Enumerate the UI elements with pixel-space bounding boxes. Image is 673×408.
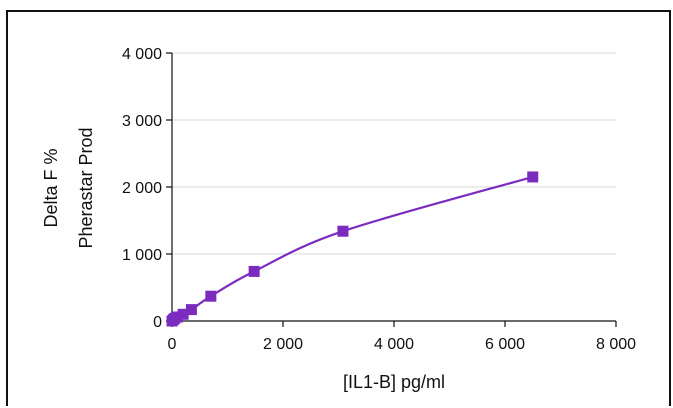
data-point-5 (185, 304, 197, 316)
x-axis-label: [IL1-B] pg/ml (343, 372, 445, 392)
data-points (166, 171, 539, 327)
data-point-7 (248, 265, 260, 277)
y-tick-label-4: 4 000 (122, 46, 162, 63)
data-point-3 (172, 311, 184, 323)
y-tick-label-3: 3 000 (122, 113, 162, 130)
data-point-4 (177, 308, 189, 320)
x-tick-label-3: 6 000 (485, 336, 525, 353)
y-tick-label-0: 0 (153, 314, 162, 331)
data-point-6 (205, 290, 217, 302)
grid (172, 52, 616, 255)
x-tick-label-2: 4 000 (374, 336, 414, 353)
y-tick-label-1: 1 000 (122, 247, 162, 264)
fit-curve-layer (171, 175, 534, 322)
data-point-9 (527, 171, 539, 183)
x-tick-label-0: 0 (168, 336, 177, 353)
data-point-8 (337, 225, 349, 237)
y-tick-label-2: 2 000 (122, 180, 162, 197)
x-tick-label-4: 8 000 (596, 336, 636, 353)
y-axis-label-line-1: Delta F % (41, 148, 61, 227)
y-axis-label-line-2: Pherastar Prod (76, 127, 96, 248)
chart-frame (6, 10, 671, 406)
x-tick-label-1: 2 000 (263, 336, 303, 353)
ticks: 0 1 000 2 000 3 000 4 000 0 2 000 4 000 6 000 8 0… (122, 46, 636, 353)
fit-curve (171, 175, 534, 322)
